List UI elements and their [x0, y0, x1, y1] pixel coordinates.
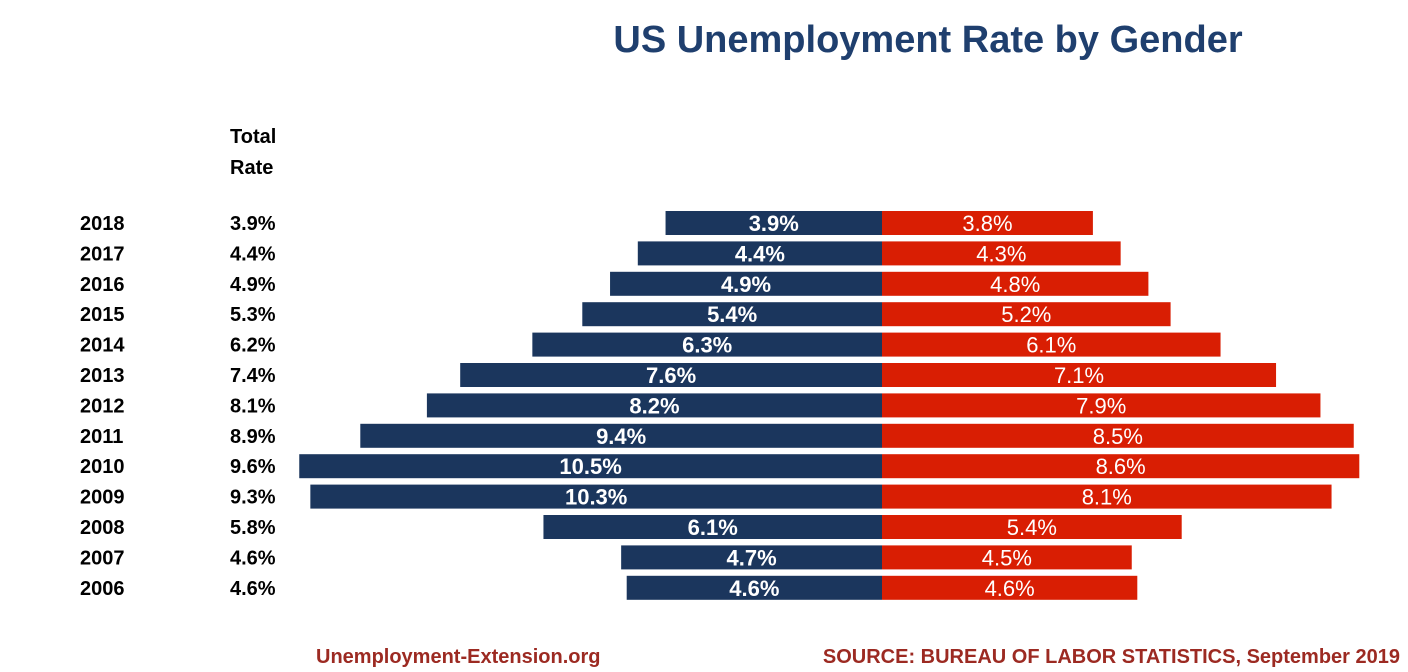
male-bar: [582, 302, 882, 327]
year-label: 2016: [80, 274, 125, 296]
year-label: 2012: [80, 395, 125, 417]
female-bar-label: 4.8%: [990, 272, 1040, 297]
female-bar: [882, 515, 1182, 539]
female-bar: [882, 545, 1132, 570]
year-label: 2011: [80, 426, 123, 448]
total-rate-label: 7.4%: [230, 365, 276, 387]
male-bar-label: 10.3%: [565, 485, 627, 510]
female-bar-label: 8.5%: [1093, 424, 1143, 449]
female-bar: [882, 484, 1332, 509]
female-bar: [882, 211, 1093, 235]
male-bar-label: 7.6%: [646, 363, 696, 388]
male-bar-label: 4.9%: [721, 272, 771, 297]
total-rate-header-line1: Total: [230, 126, 276, 148]
total-rate-label: 4.6%: [230, 547, 276, 569]
year-label: 2010: [80, 456, 125, 478]
total-rate-label: 4.9%: [230, 274, 276, 296]
male-bar: [310, 484, 883, 509]
male-bar-label: 4.4%: [735, 241, 785, 266]
female-bar: [882, 363, 1277, 387]
male-bar: [299, 454, 882, 479]
male-bar: [665, 211, 882, 235]
chart-rows: 2018 3.9% 3.9% 3.8% 2017 4.4% 4.4% 4.3% 2016 4.9%…: [80, 211, 1360, 601]
female-bar: [882, 423, 1354, 448]
female-bar-label: 8.6%: [1096, 454, 1146, 479]
year-label: 2018: [80, 213, 125, 235]
male-bar-label: 9.4%: [596, 424, 646, 449]
male-bar: [460, 363, 882, 387]
female-bar-label: 6.1%: [1026, 333, 1076, 358]
female-bar-label: 3.8%: [962, 211, 1012, 236]
total-rate-label: 8.1%: [230, 395, 276, 417]
year-label: 2013: [80, 365, 125, 387]
total-rate-label: 4.4%: [230, 243, 276, 265]
year-label: 2017: [80, 243, 125, 265]
total-rate-label: 4.6%: [230, 578, 276, 600]
year-label: 2009: [80, 487, 125, 509]
male-bar: [626, 575, 882, 600]
footer-source: SOURCE: BUREAU OF LABOR STATISTICS, Sept…: [823, 646, 1400, 668]
male-bar: [610, 271, 882, 296]
male-bar: [621, 545, 882, 570]
female-bar-label: 5.4%: [1007, 515, 1057, 540]
total-rate-label: 9.3%: [230, 487, 276, 509]
female-bar-label: 4.3%: [976, 241, 1026, 266]
male-bar-label: 6.1%: [688, 515, 738, 540]
female-bar: [882, 332, 1221, 357]
male-bar-label: 4.7%: [726, 545, 776, 570]
year-label: 2007: [80, 547, 125, 569]
male-bar: [543, 515, 882, 539]
female-bar: [882, 393, 1321, 418]
female-bar: [882, 271, 1149, 296]
year-label: 2008: [80, 517, 125, 539]
footer-site: Unemployment-Extension.org: [316, 646, 600, 668]
male-bar-label: 6.3%: [682, 333, 732, 358]
male-bar-label: 5.4%: [707, 302, 757, 327]
total-rate-label: 6.2%: [230, 335, 276, 357]
female-bar-label: 4.6%: [985, 576, 1035, 601]
female-bar: [882, 575, 1138, 600]
total-rate-label: 5.8%: [230, 517, 276, 539]
male-bar: [637, 241, 882, 266]
year-label: 2015: [80, 304, 125, 326]
total-rate-label: 8.9%: [230, 426, 276, 448]
total-rate-header-line2: Rate: [230, 157, 273, 179]
male-bar: [532, 332, 882, 357]
female-bar-label: 8.1%: [1082, 485, 1132, 510]
male-bar-label: 8.2%: [629, 393, 679, 418]
female-bar-label: 5.2%: [1001, 302, 1051, 327]
chart-title: US Unemployment Rate by Gender: [613, 19, 1242, 61]
female-bar-label: 7.1%: [1054, 363, 1104, 388]
female-bar: [882, 302, 1171, 327]
total-rate-label: 9.6%: [230, 456, 276, 478]
male-bar: [360, 423, 882, 448]
year-label: 2014: [80, 335, 125, 357]
female-bar-label: 4.5%: [982, 545, 1032, 570]
female-bar: [882, 241, 1121, 266]
female-bar: [882, 454, 1360, 479]
male-bar-label: 3.9%: [749, 211, 799, 236]
male-bar-label: 4.6%: [729, 576, 779, 601]
male-bar-label: 10.5%: [559, 454, 621, 479]
total-rate-label: 3.9%: [230, 213, 276, 235]
total-rate-label: 5.3%: [230, 304, 276, 326]
year-label: 2006: [80, 578, 125, 600]
female-bar-label: 7.9%: [1076, 393, 1126, 418]
male-bar: [426, 393, 882, 418]
